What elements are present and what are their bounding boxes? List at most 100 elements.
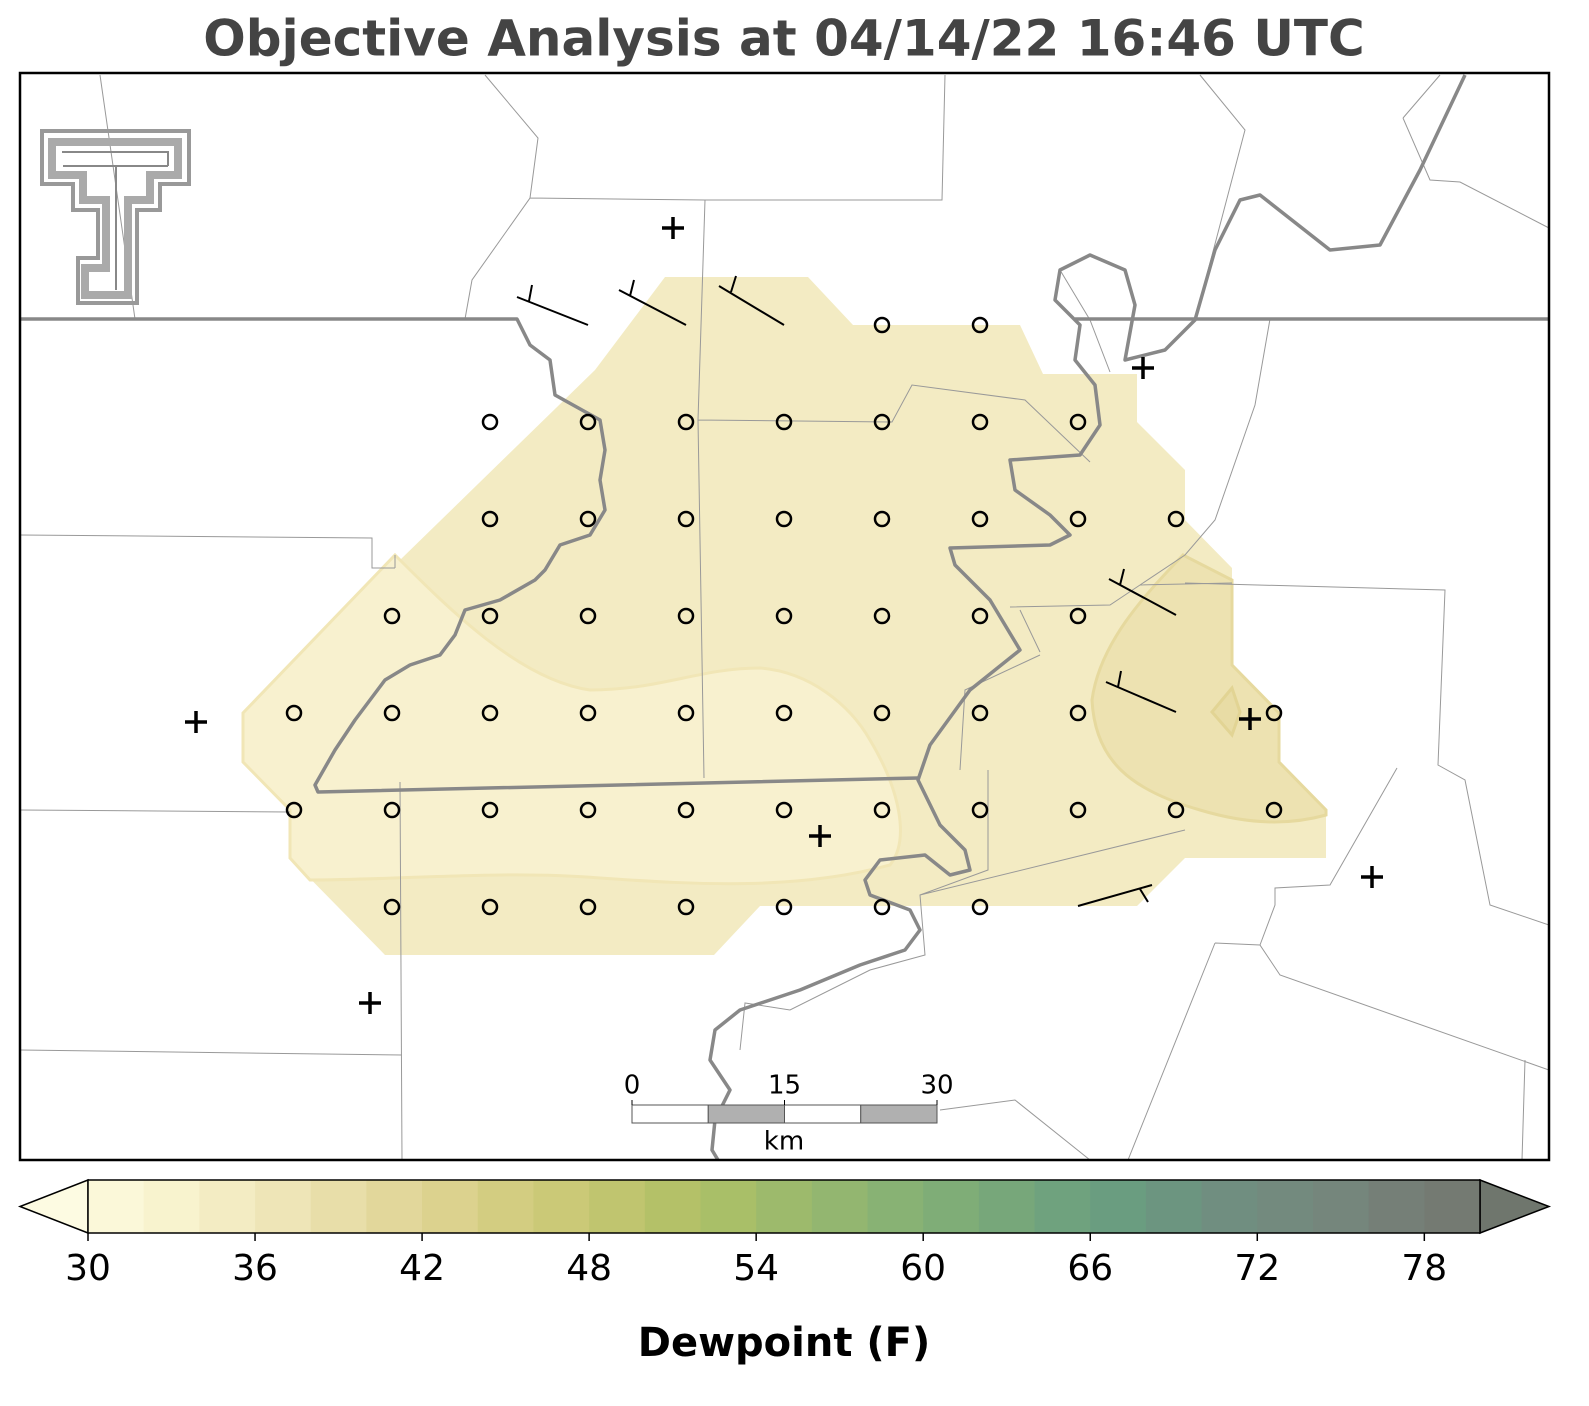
scale-segment [707,1104,785,1124]
colorbar-tick-label: 54 [733,1248,779,1289]
wind-barb [1077,884,1153,907]
station-circle [1069,413,1087,431]
station-plus [185,711,207,733]
colorbar-bin [422,1180,479,1233]
colorbar-bin [867,1180,924,1233]
colorbar-bin [1201,1180,1258,1233]
colorbar-bin [1090,1180,1147,1233]
colorbar: 30 36 42 48 54 60 66 72 78 [17,1178,1552,1289]
colorbar-bin [255,1180,312,1233]
station-circle [1069,607,1087,625]
station-circle [873,704,891,722]
station-circle [775,413,793,431]
station-circle [481,898,499,916]
station-circle [971,413,989,431]
scale-label: 30 [920,1071,953,1101]
colorbar-label: Dewpoint (F) [638,1320,931,1366]
colorbar-bin [589,1180,646,1233]
scale-bar: 0 15 30 km [624,1071,954,1157]
colorbar-bin [1424,1180,1481,1233]
colorbar-tick-label: 36 [232,1248,278,1289]
colorbar-bin [533,1180,590,1233]
colorbar-bin [978,1180,1036,1233]
station-circle [873,898,891,916]
station-circle [285,801,303,819]
colorbar-tick-label: 78 [1401,1248,1447,1289]
station-circle [481,801,499,819]
station-circle [579,607,597,625]
scale-segment [784,1104,862,1124]
colorbar-bin [1368,1180,1425,1233]
station-circle [873,316,891,334]
station-circle [775,801,793,819]
station-circle [481,704,499,722]
station-circle [579,898,597,916]
colorbar-tick-label: 66 [1067,1248,1113,1289]
station-circle [481,607,499,625]
dewpoint-fill-dark [1210,684,1242,738]
station-circle [383,704,401,722]
station-plus [359,992,381,1014]
colorbar-bin [310,1180,367,1233]
map-frame [18,71,1551,1162]
station-circle [677,801,695,819]
wind-barb [1108,568,1177,616]
colorbar-bin [700,1180,757,1233]
colorbar-bin [199,1180,256,1233]
colorbar-bin [143,1180,200,1233]
station-circle [775,898,793,916]
colorbar-bin [1034,1180,1091,1233]
station-circle [873,510,891,528]
station-circle [971,607,989,625]
colorbar-tick-label: 60 [900,1248,946,1289]
station-circle [873,413,891,431]
station-circle [677,510,695,528]
station-circle [775,510,793,528]
stations [185,217,1383,1014]
wind-barb [618,279,687,326]
station-circle [873,607,891,625]
scale-label: 15 [768,1071,801,1101]
station-circle [579,413,597,431]
station-circle [383,607,401,625]
station-circle [579,510,597,528]
station-circle [971,801,989,819]
station-plus [1239,708,1261,730]
station-circle [971,898,989,916]
station-circle [1265,704,1283,722]
wind-barb [516,284,589,326]
colorbar-outline [87,1179,1481,1234]
colorbar-bin [366,1180,423,1233]
station-circle [775,704,793,722]
colorbar-extend-over [1479,1178,1552,1235]
station-circle [1069,801,1087,819]
logo [40,129,191,305]
colorbar-tick-label: 72 [1234,1248,1280,1289]
station-circle [971,316,989,334]
scale-unit: km [764,1127,804,1157]
dewpoint-fill-dark [1090,553,1328,824]
station-plus [1361,866,1383,888]
colorbar-extend-under [17,1178,89,1235]
colorbar-bin [1145,1180,1203,1233]
scale-segment [631,1104,709,1124]
station-circle [677,704,695,722]
station-circle [383,898,401,916]
station-circle [677,413,695,431]
station-circle [873,801,891,819]
station-circle [1069,510,1087,528]
station-circle [579,704,597,722]
station-circle [677,898,695,916]
station-circle [481,413,499,431]
station-circle [1265,801,1283,819]
scale-label: 0 [624,1071,641,1101]
colorbar-bin [1312,1180,1370,1233]
wind-barb [718,275,785,326]
colorbar-bin [923,1180,980,1233]
station-plus [809,825,831,847]
colorbar-bin [644,1180,701,1233]
colorbar-bin [88,1180,145,1233]
colorbar-tick-label: 48 [566,1248,612,1289]
station-circle [1069,704,1087,722]
